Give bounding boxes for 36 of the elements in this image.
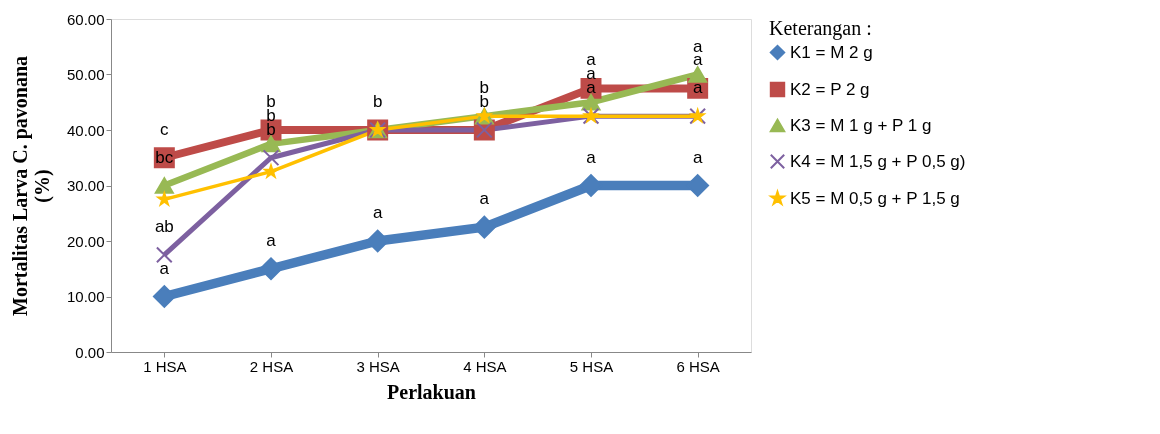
legend-label: K1 = M 2 g bbox=[790, 42, 873, 62]
y-tick-label: 20.00 bbox=[66, 232, 105, 250]
data-label: bc bbox=[155, 147, 174, 167]
legend-label: K2 = P 2 g bbox=[790, 79, 870, 99]
legend-title: Keterangan : bbox=[769, 17, 872, 40]
y-tick-label: 10.00 bbox=[66, 288, 105, 305]
x-tick-label: 1 HSA bbox=[143, 357, 187, 375]
data-label: a bbox=[692, 147, 703, 167]
y-tick-label: 30.00 bbox=[66, 177, 105, 194]
y-tick-label: 0.00 bbox=[75, 343, 105, 361]
data-label: a bbox=[586, 50, 597, 70]
data-label: ab bbox=[154, 216, 174, 236]
data-label: b bbox=[372, 92, 383, 111]
x-tick-label: 5 HSA bbox=[569, 357, 614, 375]
legend-label: K3 = M 1 g + P 1 g bbox=[790, 115, 932, 135]
data-label: a bbox=[372, 203, 383, 222]
data-label: a bbox=[692, 36, 703, 56]
y-axis-title: Mortalitas Larva C. pavonana (%) bbox=[8, 56, 54, 316]
legend-label: K5 = M 0,5 g + P 1,5 g bbox=[790, 188, 960, 208]
data-label: a bbox=[692, 78, 703, 98]
data-label: a bbox=[586, 147, 597, 167]
legend-label: K4 = M 1,5 g + P 0,5 g) bbox=[790, 151, 966, 171]
data-label: b bbox=[479, 92, 490, 111]
y-tick-label: 50.00 bbox=[66, 66, 105, 83]
x-axis-title: Perlakuan bbox=[387, 380, 476, 403]
y-tick-label: 40.00 bbox=[66, 121, 105, 139]
y-tick-label: 60.00 bbox=[66, 10, 105, 28]
data-label: a bbox=[479, 189, 490, 209]
x-tick-label: 4 HSA bbox=[463, 357, 507, 375]
data-label: a bbox=[266, 230, 277, 250]
x-tick-label: 3 HSA bbox=[356, 357, 400, 375]
data-label: a bbox=[586, 78, 597, 98]
data-label: c bbox=[160, 119, 170, 139]
x-tick-label: 2 HSA bbox=[249, 357, 294, 375]
data-label: a bbox=[159, 258, 170, 278]
x-tick-label: 6 HSA bbox=[676, 357, 720, 375]
